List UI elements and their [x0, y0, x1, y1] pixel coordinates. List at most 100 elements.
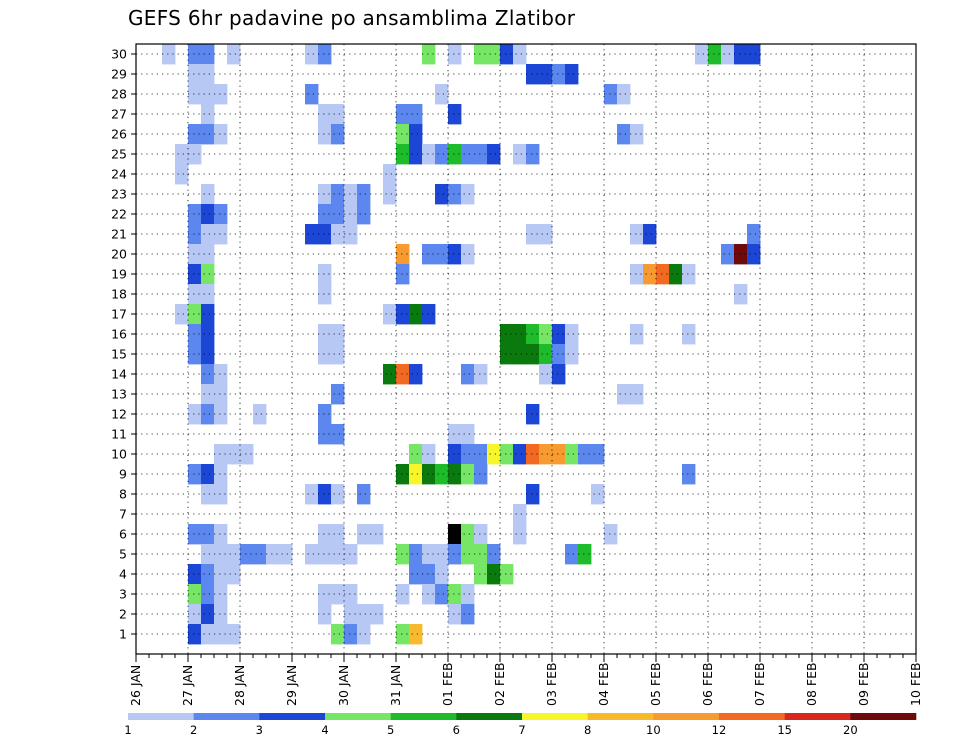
- heatmap-cell: [227, 624, 241, 645]
- heatmap-cell: [331, 544, 345, 565]
- x-tick-label: 07 FEB: [752, 662, 767, 706]
- heatmap-cell: [357, 204, 371, 225]
- colorbar-label: 1: [124, 723, 131, 737]
- heatmap-cell: [487, 544, 501, 565]
- heatmap-cell: [162, 44, 176, 65]
- heatmap-cell: [396, 104, 410, 125]
- heatmap-cell: [201, 84, 215, 105]
- heatmap-cell: [396, 124, 410, 145]
- heatmap-cell: [214, 204, 228, 225]
- heatmap-cell: [396, 464, 410, 485]
- y-tick-label: 5: [119, 547, 127, 562]
- heatmap-cell: [500, 44, 514, 65]
- x-tick-label: 05 FEB: [648, 662, 663, 706]
- heatmap-cell: [227, 444, 241, 465]
- heatmap-cell: [188, 564, 202, 585]
- heatmap-cell: [448, 244, 462, 265]
- colorbar-label: 10: [646, 723, 661, 737]
- heatmap-cell: [461, 524, 475, 545]
- heatmap-cell: [201, 584, 215, 605]
- heatmap-cell: [201, 484, 215, 505]
- heatmap-cell: [630, 124, 644, 145]
- y-tick-label: 11: [111, 427, 127, 442]
- heatmap-cell: [214, 564, 228, 585]
- x-tick-label: 27 JAN: [180, 665, 195, 706]
- heatmap-cell: [188, 324, 202, 345]
- heatmap-cell: [409, 144, 423, 165]
- heatmap-cell: [604, 524, 618, 545]
- heatmap-cell: [617, 84, 631, 105]
- heatmap-cell: [669, 264, 683, 285]
- heatmap-cell: [201, 124, 215, 145]
- heatmap-cell: [630, 324, 644, 345]
- heatmap-cell: [201, 364, 215, 385]
- heatmap-cell: [318, 284, 332, 305]
- y-tick-label: 29: [111, 67, 127, 82]
- x-tick-label: 08 FEB: [804, 662, 819, 706]
- heatmap-cell: [513, 44, 527, 65]
- heatmap-cell: [331, 424, 345, 445]
- y-tick-label: 1: [119, 627, 127, 642]
- heatmap-cell: [552, 64, 566, 85]
- heatmap-cell: [565, 324, 579, 345]
- heatmap-cell: [630, 264, 644, 285]
- heatmap-cell: [461, 584, 475, 605]
- heatmap-cell: [318, 224, 332, 245]
- heatmap-cell: [474, 444, 488, 465]
- y-tick-label: 14: [111, 367, 127, 382]
- heatmap-cell: [552, 364, 566, 385]
- heatmap-cell: [344, 184, 358, 205]
- heatmap-cell: [448, 584, 462, 605]
- heatmap-cell: [318, 104, 332, 125]
- heatmap-cell: [240, 444, 254, 465]
- heatmap-cell: [331, 584, 345, 605]
- heatmap-cell: [604, 84, 618, 105]
- heatmap-cell: [422, 444, 436, 465]
- heatmap-cell: [747, 244, 761, 265]
- heatmap-cell: [526, 404, 540, 425]
- heatmap-cell: [500, 444, 514, 465]
- heatmap-cell: [305, 44, 319, 65]
- heatmap-cell: [747, 224, 761, 245]
- heatmap-cell: [331, 224, 345, 245]
- heatmap-cell: [214, 624, 228, 645]
- heatmap-cell: [448, 544, 462, 565]
- heatmap-cell: [214, 224, 228, 245]
- heatmap-cell: [513, 504, 527, 525]
- heatmap-cell: [409, 104, 423, 125]
- heatmap-cell: [227, 44, 241, 65]
- heatmap-cell: [461, 544, 475, 565]
- heatmap-cell: [435, 144, 449, 165]
- heatmap-cell: [227, 544, 241, 565]
- heatmap-cell: [409, 304, 423, 325]
- y-tick-label: 22: [111, 207, 127, 222]
- heatmap-cell: [188, 304, 202, 325]
- heatmap-cell: [513, 344, 527, 365]
- y-tick-label: 30: [111, 47, 127, 62]
- heatmap-cell: [175, 144, 189, 165]
- heatmap-cell: [552, 344, 566, 365]
- heatmap-cell: [201, 44, 215, 65]
- heatmap-cell: [201, 224, 215, 245]
- x-tick-label: 09 FEB: [856, 662, 871, 706]
- heatmap-cell: [318, 524, 332, 545]
- y-tick-label: 3: [119, 587, 127, 602]
- x-tick-label: 29 JAN: [284, 665, 299, 706]
- heatmap-cell: [513, 444, 527, 465]
- colorbar-label: 3: [256, 723, 263, 737]
- x-tick-label: 30 JAN: [336, 665, 351, 706]
- y-tick-label: 15: [111, 347, 127, 362]
- y-tick-label: 20: [111, 247, 127, 262]
- heatmap-cell: [539, 444, 553, 465]
- heatmap-cell: [188, 344, 202, 365]
- heatmap-cell: [318, 424, 332, 445]
- x-tick-label: 04 FEB: [596, 662, 611, 706]
- heatmap-cell: [682, 264, 696, 285]
- heatmap-cell: [448, 44, 462, 65]
- heatmap-cell: [474, 364, 488, 385]
- colorbar-segment: [128, 713, 194, 720]
- colorbar-segment: [719, 713, 785, 720]
- colorbar-label: 6: [453, 723, 460, 737]
- heatmap-cell: [500, 344, 514, 365]
- heatmap-cell: [461, 444, 475, 465]
